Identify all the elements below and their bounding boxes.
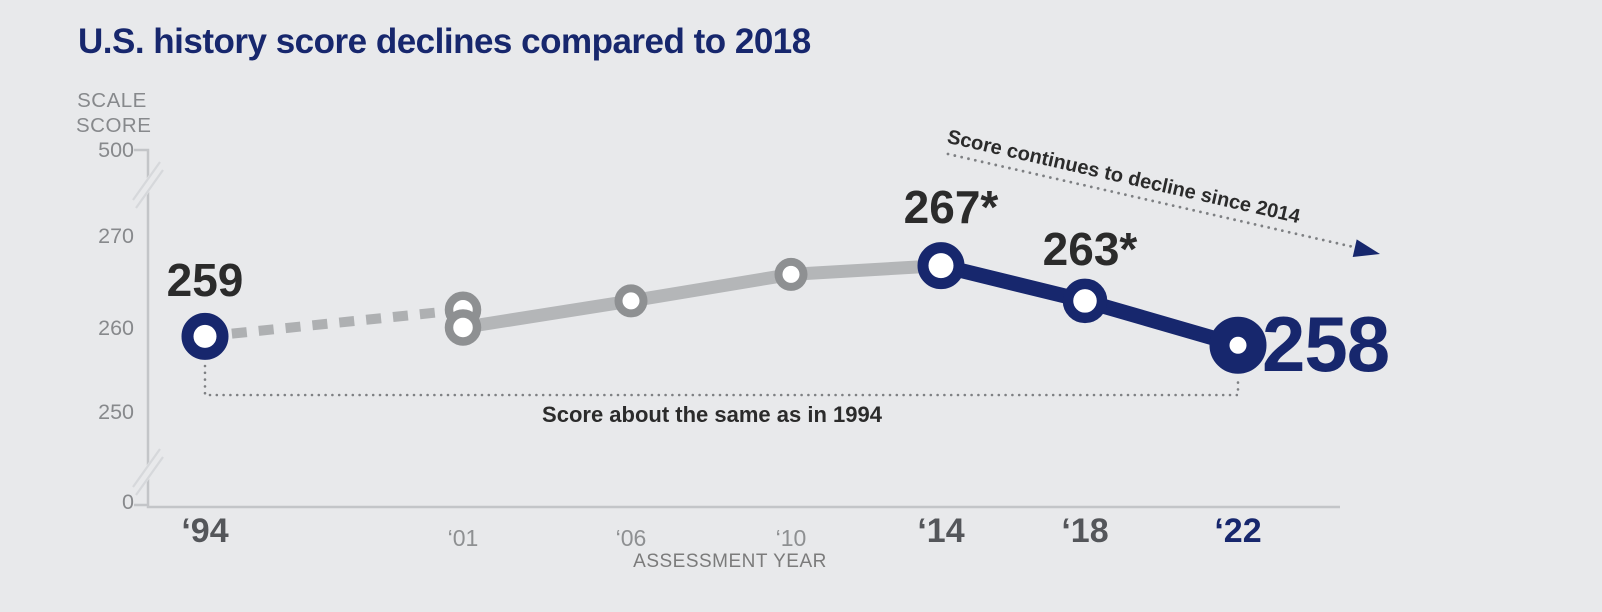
x-tick-94: ‘94 xyxy=(181,512,229,550)
x-tick-01: ‘01 xyxy=(447,525,479,551)
point-label-2022: 258 xyxy=(1262,300,1390,388)
data-point-2010-266 xyxy=(774,257,808,291)
y-axis-break-upper-slash-1 xyxy=(132,161,161,201)
y-tick-260: 260 xyxy=(98,316,134,340)
same-as-1994-bracket xyxy=(203,364,1240,397)
y-tick-250: 250 xyxy=(98,400,134,424)
series-line-dashed-trend-1994-2001 xyxy=(204,304,464,342)
x-axis-title: ASSESSMENT YEAR xyxy=(633,551,827,572)
x-tick-14: ‘14 xyxy=(917,512,965,550)
data-point-2014-267 xyxy=(917,242,965,290)
y-tick-270: 270 xyxy=(98,224,134,248)
y-tick-500: 500 xyxy=(98,138,134,162)
axis-lines xyxy=(134,148,1340,509)
y-axis-break-upper xyxy=(130,163,166,207)
x-tick-06: ‘06 xyxy=(615,525,647,551)
x-tick-22: ‘22 xyxy=(1214,512,1262,550)
chart-title: U.S. history score declines compared to … xyxy=(78,22,811,61)
y-axis-break-lower xyxy=(130,450,166,494)
data-point-2001-260 xyxy=(444,309,482,346)
y-tick-0: 0 xyxy=(122,490,134,514)
point-label-2018: 263* xyxy=(1042,223,1138,275)
series-line-gray-trend-2001-2014 xyxy=(456,259,948,334)
y-axis-break-lower-slash-1 xyxy=(132,448,161,488)
annotation-same-as-1994: Score about the same as in 1994 xyxy=(542,402,882,427)
point-label-2014: 267* xyxy=(903,181,999,233)
decline-arrow-head-icon xyxy=(1352,239,1380,257)
y-axis-break-lower-slash-2 xyxy=(135,456,164,496)
y-axis-break-upper-slash-2 xyxy=(135,169,164,209)
data-point-2006-263 xyxy=(614,284,648,318)
data-point-2022-258 xyxy=(1209,316,1267,374)
y-axis-title: SCALE SCORE xyxy=(76,89,152,137)
data-point-2018-263 xyxy=(1062,278,1108,324)
data-point-1994-259 xyxy=(181,312,229,360)
x-tick-18: ‘18 xyxy=(1061,512,1109,550)
decline-arrow-dotted-line xyxy=(946,152,1360,250)
x-tick-10: ‘10 xyxy=(775,525,807,551)
point-label-1994: 259 xyxy=(166,254,244,306)
